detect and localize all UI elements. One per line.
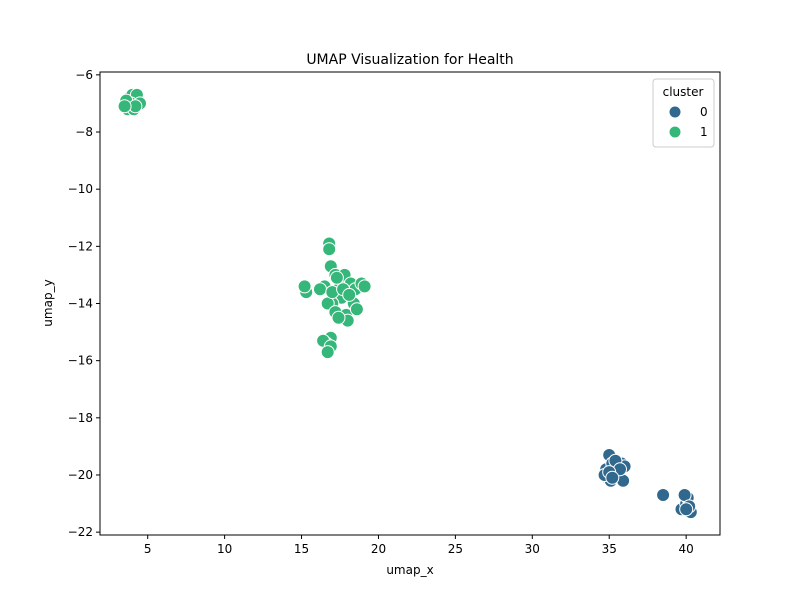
legend-label-1: 1 — [700, 125, 708, 139]
x-tick-label: 10 — [217, 542, 232, 556]
point-cluster-0-15 — [605, 470, 620, 485]
x-tick-label: 15 — [294, 542, 309, 556]
legend-box — [652, 78, 715, 148]
legend-label-0: 0 — [700, 105, 708, 119]
y-tick-label: −20 — [68, 468, 93, 482]
y-tick-label: −16 — [68, 354, 93, 368]
point-cluster-1-40 — [320, 345, 335, 360]
x-tick-label: 5 — [144, 542, 152, 556]
point-cluster-1-11 — [322, 242, 337, 257]
y-axis-label: umap_y — [41, 279, 55, 326]
x-axis-label: umap_x — [386, 563, 433, 577]
y-tick-label: −22 — [68, 525, 93, 539]
y-tick-label: −8 — [75, 125, 93, 139]
point-cluster-1-9 — [117, 99, 132, 114]
x-tick-label: 40 — [679, 542, 694, 556]
point-cluster-0-23 — [679, 502, 694, 517]
y-tick-label: −14 — [68, 297, 93, 311]
x-tick-label: 30 — [525, 542, 540, 556]
point-cluster-1-19 — [297, 279, 312, 294]
legend-marker-1 — [668, 125, 682, 139]
legend: cluster 0 1 — [652, 78, 715, 148]
point-cluster-0-16 — [656, 488, 671, 502]
x-tick-label: 20 — [371, 542, 386, 556]
x-tick-label: 35 — [602, 542, 617, 556]
x-axis-ticks: 5 10 15 20 25 30 35 40 — [144, 535, 694, 556]
y-tick-label: −12 — [68, 239, 93, 253]
points-layer — [117, 87, 698, 520]
y-tick-label: −10 — [68, 182, 93, 196]
point-cluster-1-17 — [313, 282, 327, 297]
legend-title: cluster — [663, 85, 704, 99]
point-cluster-1-33 — [331, 310, 346, 325]
y-axis-ticks: −22 −20 −18 −16 −14 −12 −10 −8 −6 — [68, 68, 100, 539]
y-tick-label: −18 — [68, 411, 93, 425]
chart-title: UMAP Visualization for Health — [306, 52, 513, 68]
x-tick-label: 25 — [448, 542, 463, 556]
point-cluster-1-31 — [349, 302, 364, 317]
point-cluster-1-43 — [342, 287, 357, 302]
point-cluster-1-34 — [329, 270, 344, 285]
point-cluster-1-23 — [357, 279, 372, 294]
y-tick-label: −6 — [75, 68, 93, 82]
legend-marker-0 — [668, 105, 682, 119]
